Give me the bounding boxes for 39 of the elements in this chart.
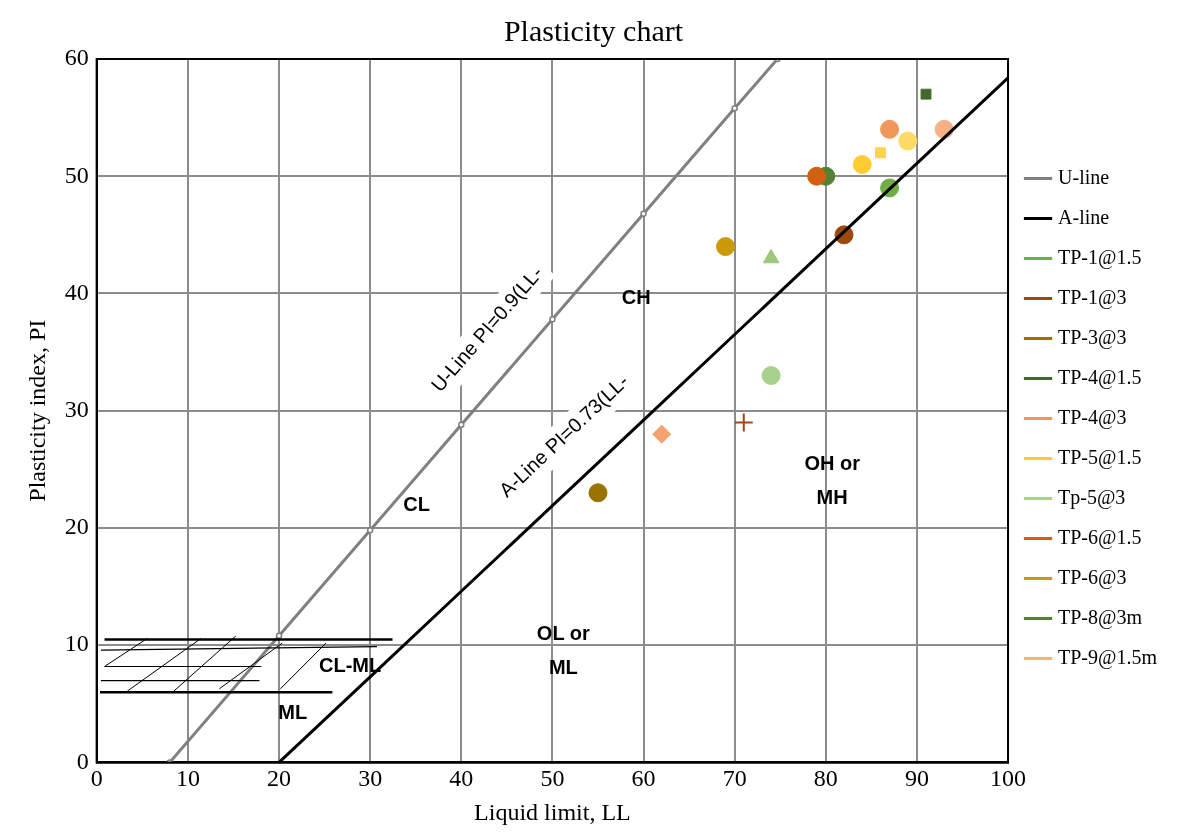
y-tick-label: 50 [64,161,89,188]
legend-label: U-line [1058,165,1110,188]
chart-title: Plasticity chart [503,13,684,47]
annotation: OL or ML [536,621,591,678]
annotation: OH or MH [804,451,861,508]
legend-label: TP-6@1.5 [1058,525,1142,549]
x-tick-label: 30 [358,765,383,792]
x-tick-label: 50 [540,765,565,792]
legend-label: TP-1@3 [1058,285,1127,309]
legend-label: TP-1@1.5 [1058,245,1142,269]
legend-label: TP-6@3 [1058,565,1127,589]
x-tick-label: 70 [722,765,747,792]
legend-label: TP-4@1.5 [1058,365,1142,389]
legend-label: Tp-5@3 [1058,485,1126,509]
y-tick-label: 60 [64,44,89,71]
legend-label: TP-9@1.5m [1058,645,1158,669]
y-axis-title: Plasticity index, PI [23,319,50,502]
y-tick-label: 40 [64,278,89,305]
legend-label: A-line [1058,205,1110,228]
annotation: CL-ML [319,653,382,676]
x-tick-label: 20 [267,765,292,792]
x-tick-label: 80 [813,765,838,792]
annotation: CL [403,493,430,516]
y-tick-label: 0 [76,747,89,774]
y-tick-label: 10 [64,630,89,657]
legend-label: TP-4@3 [1058,405,1127,429]
legend-label: TP-3@3 [1058,325,1127,349]
x-tick-label: 90 [904,765,929,792]
x-tick-label: 40 [449,765,474,792]
legend-label: TP-5@1.5 [1058,445,1142,469]
y-tick-label: 20 [64,513,89,540]
x-tick-label: 100 [990,765,1027,792]
annotation: CH [621,285,651,308]
x-axis-title: Liquid limit, LL [474,798,631,825]
legend-label: TP-8@3m [1058,605,1143,629]
y-tick-label: 30 [64,396,89,422]
annotation: ML [278,700,308,723]
x-tick-label: 10 [175,765,200,792]
x-tick-label: 60 [631,765,656,792]
